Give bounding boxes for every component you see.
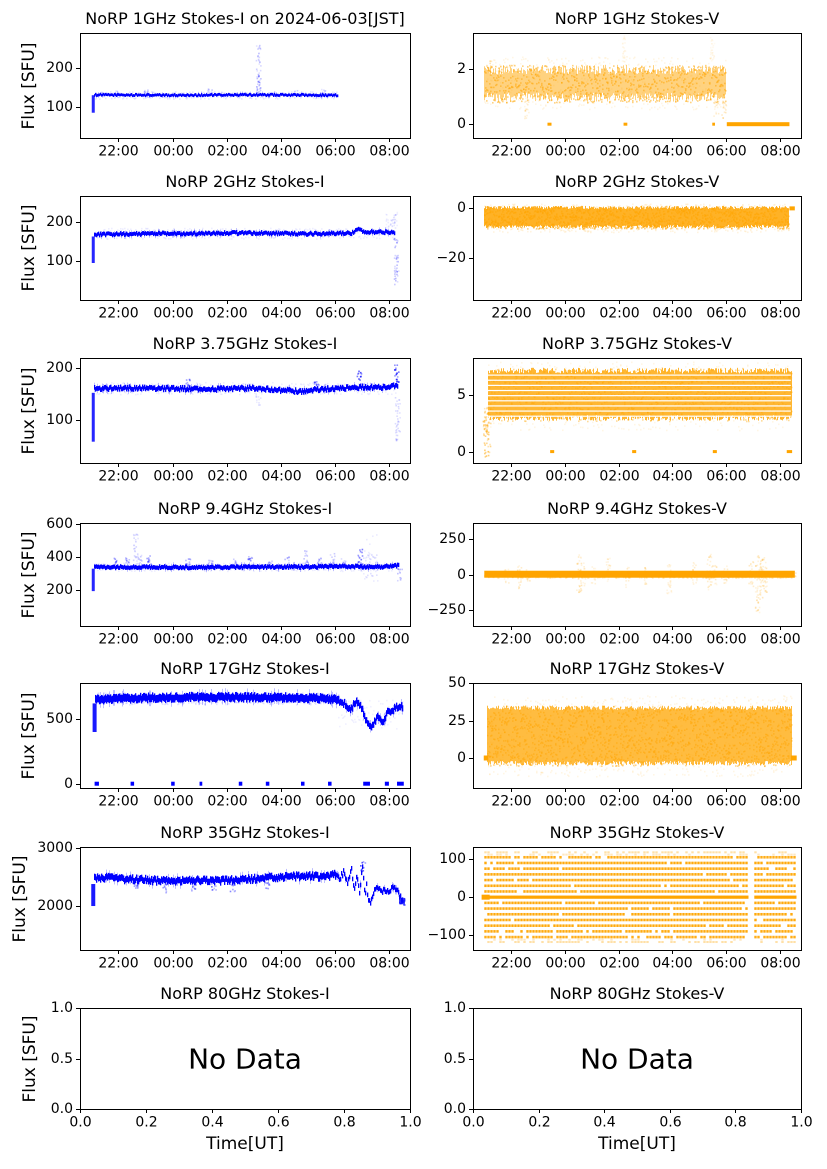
subplot-norp-9.4ghz-stokes-i: NoRP 9.4GHz Stokes-I Flux [SFU] — [19, 499, 410, 626]
subplot-norp-17ghz-stokes-i: NoRP 17GHz Stokes-I Flux [SFU] — [19, 659, 410, 788]
subplot-norp-2ghz-stokes-v: NoRP 2GHz Stokes-V — [473, 172, 801, 300]
plot-title: NoRP 17GHz Stokes-V — [549, 659, 725, 678]
subplot-norp-1ghz-stokes-v: NoRP 1GHz Stokes-V — [473, 9, 801, 138]
subplot-norp-3.75ghz-stokes-v: NoRP 3.75GHz Stokes-V — [473, 334, 801, 463]
subplot-norp-2ghz-stokes-i: NoRP 2GHz Stokes-I Flux [SFU] — [19, 172, 410, 300]
subplot-norp-80ghz-stokes-i: NoRP 80GHz Stokes-I Flux [SFU] Time[UT] No … — [20, 984, 410, 1154]
no-data-label: No Data — [580, 1042, 694, 1075]
plot-title: NoRP 35GHz Stokes-I — [160, 823, 330, 842]
subplot-norp-3.75ghz-stokes-i: NoRP 3.75GHz Stokes-I Flux [SFU] — [19, 334, 410, 463]
plot-title: NoRP 1GHz Stokes-V — [554, 9, 720, 28]
no-data-label: No Data — [188, 1042, 302, 1075]
plot-title: NoRP 80GHz Stokes-V — [549, 984, 725, 1003]
plot-title: NoRP 80GHz Stokes-I — [160, 984, 330, 1003]
subplot-norp-35ghz-stokes-i: NoRP 35GHz Stokes-I Flux [SFU] — [10, 823, 410, 950]
plot-title: NoRP 9.4GHz Stokes-V — [547, 499, 727, 518]
plot-title: NoRP 2GHz Stokes-I — [165, 172, 325, 191]
y-axis-label: Flux [SFU] — [19, 530, 39, 619]
y-axis-label: Flux [SFU] — [10, 854, 30, 943]
plot-title: NoRP 3.75GHz Stokes-V — [541, 334, 733, 353]
y-axis-label: Flux [SFU] — [20, 1014, 40, 1103]
subplot-norp-17ghz-stokes-v: NoRP 17GHz Stokes-V — [473, 659, 801, 788]
y-axis-label: Flux [SFU] — [19, 204, 39, 292]
plot-title: NoRP 3.75GHz Stokes-I — [152, 334, 338, 353]
plot-title: NoRP 2GHz Stokes-V — [554, 172, 720, 191]
subplot-norp-9.4ghz-stokes-v: NoRP 9.4GHz Stokes-V — [473, 499, 801, 626]
y-axis-label: Flux [SFU] — [19, 366, 39, 455]
subplot-norp-1ghz-stokes-i: NoRP 1GHz Stokes-I on 2024-06-03[JST] Flu… — [19, 9, 410, 138]
plot-title: NoRP 35GHz Stokes-V — [549, 823, 725, 842]
plot-title: NoRP 9.4GHz Stokes-I — [157, 499, 333, 518]
subplot-norp-35ghz-stokes-v: NoRP 35GHz Stokes-V — [473, 823, 801, 950]
x-axis-label: Time[UT] — [206, 1134, 284, 1154]
plot-title: NoRP 17GHz Stokes-I — [160, 659, 330, 678]
y-axis-label: Flux [SFU] — [19, 691, 39, 780]
plot-title: NoRP 1GHz Stokes-I on 2024-06-03[JST] — [85, 9, 405, 28]
y-axis-label: Flux [SFU] — [19, 41, 39, 130]
x-axis-label: Time[UT] — [598, 1134, 676, 1154]
subplot-norp-80ghz-stokes-v: NoRP 80GHz Stokes-V Time[UT] No Data — [473, 984, 801, 1154]
